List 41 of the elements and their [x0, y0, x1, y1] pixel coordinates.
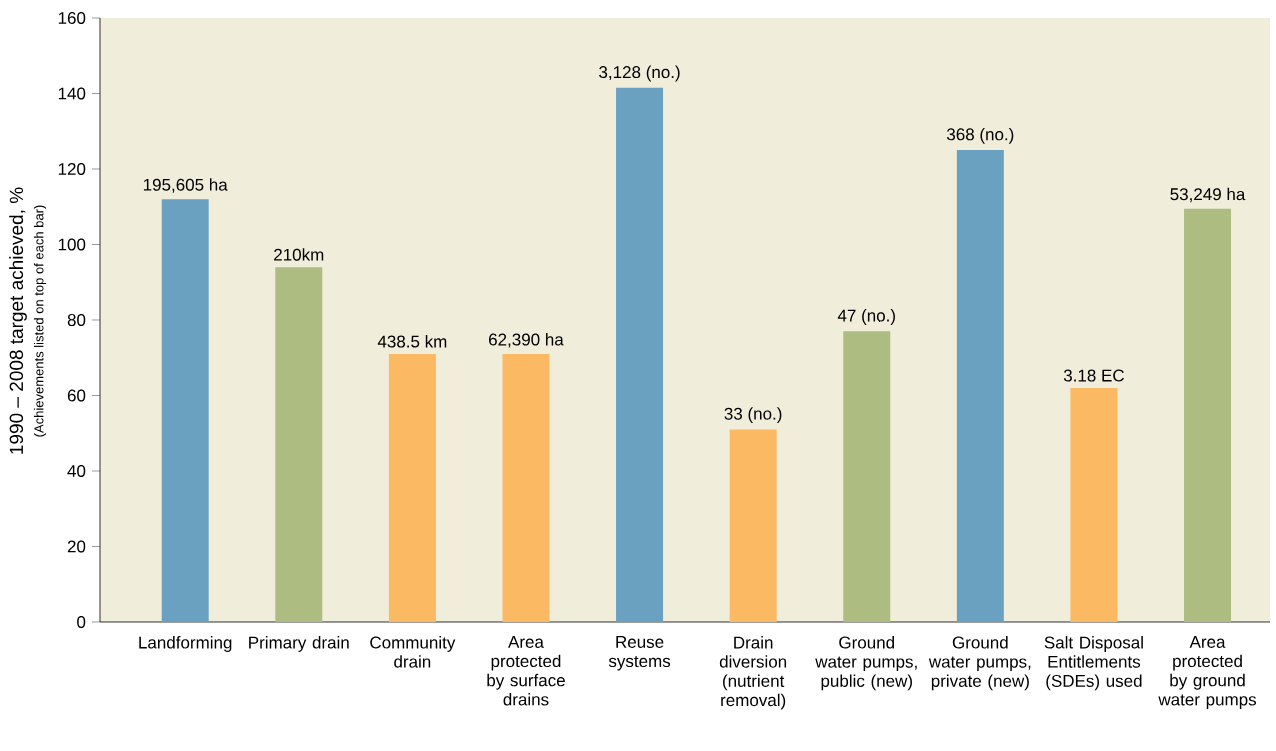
x-tick-label: Community drain: [370, 636, 456, 668]
annotation: 62,390 ha: [489, 333, 564, 348]
annotation: 368 (no.): [946, 127, 1014, 144]
text: (Achievements listed on top of each bar): [33, 205, 47, 437]
bar: [729, 429, 777, 622]
annotation: 47 (no.): [837, 309, 895, 325]
y-axis-title: 1990 – 2008 target achieved, %: [9, 187, 27, 454]
y-tick-label: 160: [58, 11, 86, 25]
annotation: 53,249 ha: [1170, 187, 1246, 203]
bar: [616, 87, 664, 622]
y-tick-label: 60: [67, 389, 86, 402]
annotation: 3,128 (no.): [599, 65, 680, 82]
annotation: 195,605 ha: [143, 178, 228, 193]
y-tick-label: 100: [58, 238, 86, 251]
annotation: 210km: [274, 248, 324, 261]
bar: [1070, 387, 1118, 622]
bar: [502, 353, 550, 622]
y-tick-label: 140: [58, 87, 86, 100]
y-tick-label: 20: [67, 540, 86, 553]
x-tick-label: Area protected by ground water pumps: [1158, 636, 1257, 709]
annotation: 438.5 km: [377, 335, 447, 348]
y-tick-label: 120: [58, 163, 86, 176]
annotation: 3.18 EC: [1063, 369, 1124, 382]
bar: [956, 150, 1004, 622]
x-tick-label: Area protected by surface drains: [487, 636, 565, 706]
x-tick-label: Reuse systems: [608, 636, 671, 671]
x-tick-label: Salt Disposal Entitlements (SDEs) used: [1044, 636, 1143, 691]
bar: [843, 331, 891, 622]
x-tick-label: Drain diversion (nutrient removal): [719, 636, 787, 710]
y-tick-label: 80: [67, 314, 86, 327]
bar: [388, 353, 436, 622]
x-tick-label: Ground water pumps, public (new): [815, 636, 917, 691]
x-tick-label: Ground water pumps, private (new): [928, 636, 1031, 691]
annotation: 33 (no.): [724, 407, 782, 424]
bar: [1184, 208, 1232, 622]
y-tick-label: 40: [67, 465, 86, 478]
y-tick-label: 0: [77, 616, 86, 629]
bar: [275, 267, 323, 622]
x-tick-label: Primary drain: [249, 636, 349, 652]
bar: [161, 199, 209, 622]
x-tick-label: Landforming: [139, 636, 232, 652]
